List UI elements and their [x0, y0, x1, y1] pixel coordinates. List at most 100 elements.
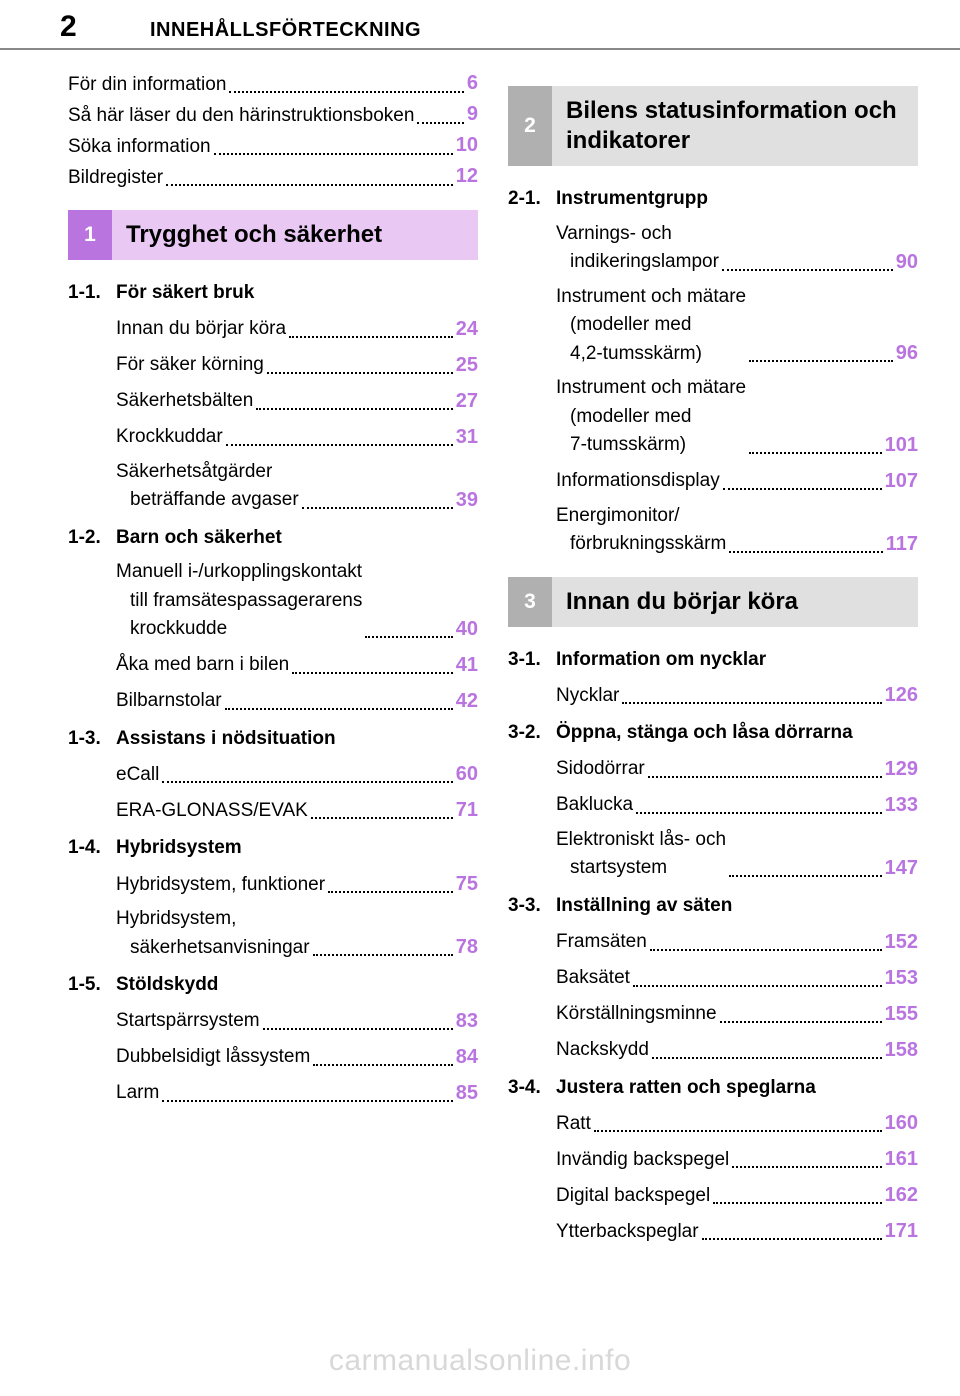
subsection-number: 3-1.: [508, 647, 556, 673]
toc-entry: Invändig backspegel161: [556, 1144, 918, 1174]
leader-dots: [302, 507, 453, 509]
toc-entry: ERA-GLONASS/EVAK 71: [116, 795, 478, 825]
toc-entry: eCall60: [116, 759, 478, 789]
entry-label: Varnings- ochindikeringslampor: [556, 220, 719, 277]
toc-entry: Säkerhetsbälten27: [116, 386, 478, 416]
entry-label: Digital backspegel: [556, 1182, 710, 1211]
entry-page: 41: [456, 650, 478, 680]
content-columns: För din information6Så här läser du den …: [0, 68, 960, 1254]
toc-entry: Baklucka133: [556, 790, 918, 820]
entry-label: Sidodörrar: [556, 755, 645, 784]
leader-dots: [365, 636, 452, 638]
leader-dots: [313, 1064, 452, 1066]
subsection-title: Öppna, stänga och låsa dörrarna: [556, 720, 918, 746]
entry-label: För din information: [68, 70, 226, 99]
subsection: 2-1.Instrumentgrupp Varnings- ochindikeri…: [508, 186, 918, 559]
leader-dots: [256, 408, 452, 410]
toc-entry: Nackskydd158: [556, 1035, 918, 1065]
leader-dots: [722, 269, 893, 271]
entry-page: 60: [456, 759, 478, 789]
entry-page: 10: [456, 130, 478, 161]
toc-entry: Nycklar126: [556, 680, 918, 710]
toc-entry: Körställningsminne155: [556, 999, 918, 1029]
entry-page: 147: [885, 853, 918, 883]
entry-label: Baksätet: [556, 964, 630, 993]
entry-label: Ratt: [556, 1110, 591, 1139]
subsection-header: 2-1.Instrumentgrupp: [508, 186, 918, 212]
subsection-title: Justera ratten och speglarna: [556, 1075, 918, 1101]
toc-entry: Krockkuddar31: [116, 422, 478, 452]
entry-page: 9: [467, 99, 478, 130]
subsection-number: 1-4.: [68, 835, 116, 861]
toc-entry: Manuell i-/urkopplingskontakttill framsä…: [116, 558, 478, 644]
entry-page: 42: [456, 686, 478, 716]
toc-entry: Ytterbackspeglar171: [556, 1216, 918, 1246]
entry-label: Innan du börjar köra: [116, 315, 286, 344]
toc-entry: Hybridsystem,säkerhetsanvisningar 78: [116, 905, 478, 962]
toc-entry: Baksätet 153: [556, 963, 918, 993]
entry-page: 12: [456, 161, 478, 192]
leader-dots: [633, 985, 882, 987]
subsection-header: 1-1.För säkert bruk: [68, 280, 478, 306]
toc-entry: Instrument och mätare(modeller med7-tums…: [556, 374, 918, 460]
entry-label: Instrument och mätare(modeller med4,2-tu…: [556, 283, 746, 369]
entry-page: 107: [885, 466, 918, 496]
entry-label: Framsäten: [556, 928, 647, 957]
subsection: 3-4.Justera ratten och speglarnaRatt160I…: [508, 1075, 918, 1247]
subsection-title: För säkert bruk: [116, 280, 478, 306]
toc-entry: Säkerhetsåtgärderbeträffande avgaser39: [116, 458, 478, 515]
entry-label: Nycklar: [556, 682, 619, 711]
leader-dots: [732, 1166, 881, 1168]
subsection-number: 1-3.: [68, 726, 116, 752]
leader-dots: [723, 488, 882, 490]
section-number-badge: 1: [68, 210, 112, 260]
subsection-header: 3-3.Inställning av säten: [508, 893, 918, 919]
subsection-title: Barn och säkerhet: [116, 525, 478, 551]
leader-dots: [328, 891, 453, 893]
subsection-number: 1-2.: [68, 525, 116, 551]
leader-dots: [225, 708, 453, 710]
leader-dots: [166, 184, 453, 186]
entry-label: Nackskydd: [556, 1036, 649, 1065]
subsection-title: Assistans i nödsituation: [116, 726, 478, 752]
entry-page: 90: [896, 247, 918, 277]
entry-label: Söka information: [68, 132, 211, 161]
subsection-header: 1-4.Hybridsystem: [68, 835, 478, 861]
toc-entry: Sidodörrar129: [556, 754, 918, 784]
intro-entry: Så här läser du den härinstruktionsboken…: [68, 99, 478, 130]
page-number: 2: [0, 10, 150, 44]
subsection: 1-3.Assistans i nödsituation eCall60 ERA-G…: [68, 726, 478, 826]
entry-label: Hybridsystem, funktioner: [116, 871, 325, 900]
entry-page: 31: [456, 422, 478, 452]
toc-entry: Larm85: [116, 1078, 478, 1108]
page-root: 2 INNEHÅLLSFÖRTECKNING För din informati…: [0, 0, 960, 1396]
entry-label: Elektroniskt lås- ochstartsystem: [556, 826, 726, 883]
toc-entry: Framsäten152: [556, 927, 918, 957]
entry-label: Hybridsystem,säkerhetsanvisningar: [116, 905, 310, 962]
entry-page: 83: [456, 1006, 478, 1036]
subsection: 1-1.För säkert bruk Innan du börjar köra2…: [68, 280, 478, 515]
section-number-badge: 3: [508, 577, 552, 627]
entry-page: 153: [885, 963, 918, 993]
intro-entry: För din information6: [68, 68, 478, 99]
leader-dots: [292, 672, 453, 674]
footer-watermark: carmanualsonline.info: [0, 1254, 960, 1396]
subsection-number: 1-1.: [68, 280, 116, 306]
subsection-number: 3-2.: [508, 720, 556, 746]
toc-entry: Elektroniskt lås- ochstartsystem 147: [556, 826, 918, 883]
leader-dots: [311, 817, 453, 819]
entry-page: 117: [886, 529, 918, 559]
entry-label: Så här läser du den härinstruktionsboken: [68, 101, 414, 130]
subsection-title: Hybridsystem: [116, 835, 478, 861]
entry-page: 78: [456, 932, 478, 962]
intro-entry: Bildregister12: [68, 161, 478, 192]
section-header: 2Bilens statusinformation och indikatore…: [508, 86, 918, 166]
entry-label: Instrument och mätare(modeller med7-tums…: [556, 374, 746, 460]
leader-dots: [648, 776, 882, 778]
entry-page: 71: [456, 795, 478, 825]
leader-dots: [417, 122, 463, 124]
toc-entry: Innan du börjar köra24: [116, 314, 478, 344]
entry-label: ERA-GLONASS/EVAK: [116, 797, 308, 826]
subsection: 1-4.Hybridsystem Hybridsystem, funktioner…: [68, 835, 478, 962]
entry-page: 160: [885, 1108, 918, 1138]
